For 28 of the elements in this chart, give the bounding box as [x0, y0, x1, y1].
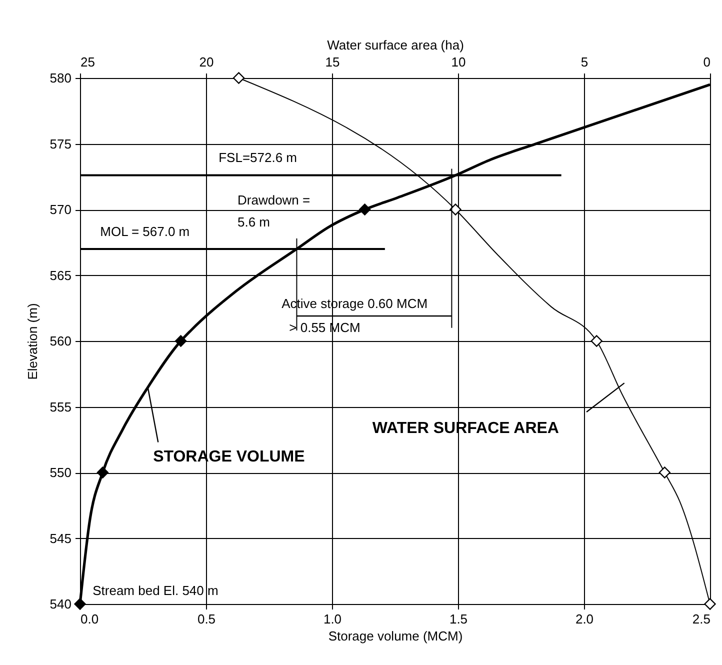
y-tick-label: 580 — [50, 70, 72, 86]
y-tick-label: 540 — [50, 596, 72, 612]
x-tick-label: 2.5 — [692, 612, 710, 626]
x-tick-label: 1.5 — [449, 612, 468, 626]
annotation: Stream bed El. 540 m — [92, 582, 218, 598]
x2-tick-label: 15 — [325, 54, 340, 70]
x-tick-label: 2.0 — [575, 612, 594, 626]
annotation: MOL = 567.0 m — [100, 224, 190, 239]
annotation: FSL=572.6 m — [218, 150, 298, 166]
x2-tick-label: 5 — [580, 54, 588, 70]
y-tick-label: 545 — [50, 530, 72, 546]
y-tick-label: 575 — [50, 136, 72, 152]
y-tick-label: 560 — [50, 334, 72, 348]
x2-tick-label: 10 — [451, 54, 466, 70]
x2-tick-label: 20 — [199, 54, 214, 70]
x2-tick-label: 25 — [80, 54, 95, 70]
x-tick-label: 1.0 — [323, 612, 342, 626]
x-axis-title: Storage volume (MCM) — [328, 628, 463, 644]
x-tick-label: 0.5 — [197, 612, 216, 626]
x-tick-label: 0.0 — [80, 612, 99, 626]
x2-axis-title: Water surface area (ha) — [327, 38, 464, 52]
y-tick-label: 565 — [50, 268, 72, 283]
y-tick-label: 550 — [50, 465, 72, 480]
x2-tick-label: 0 — [703, 54, 710, 70]
y-tick-label: 570 — [50, 202, 72, 217]
annotation: Drawdown = 5.6 m — [238, 192, 310, 230]
y-tick-label: 555 — [50, 399, 72, 414]
y-axis-title: Elevation (m) — [24, 303, 40, 380]
